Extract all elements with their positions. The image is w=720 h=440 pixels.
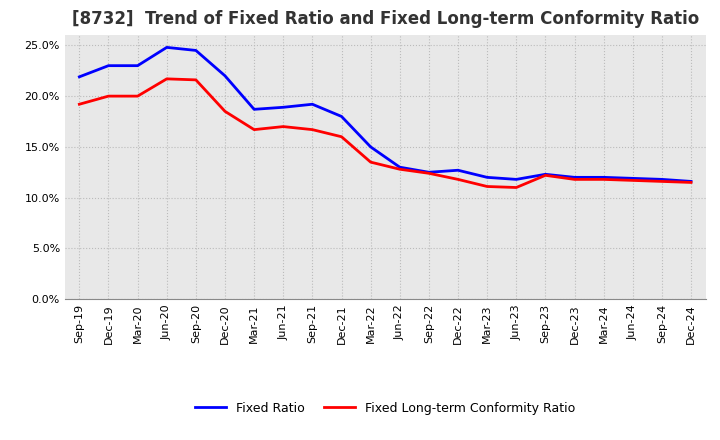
Fixed Ratio xyxy=(657,177,666,182)
Fixed Long-term Conformity Ratio xyxy=(570,177,579,182)
Fixed Long-term Conformity Ratio xyxy=(279,124,287,129)
Fixed Ratio xyxy=(687,179,696,184)
Fixed Ratio xyxy=(192,48,200,53)
Fixed Ratio xyxy=(570,175,579,180)
Fixed Ratio xyxy=(220,73,229,78)
Legend: Fixed Ratio, Fixed Long-term Conformity Ratio: Fixed Ratio, Fixed Long-term Conformity … xyxy=(190,397,580,420)
Fixed Ratio xyxy=(366,144,375,150)
Fixed Long-term Conformity Ratio xyxy=(395,167,404,172)
Fixed Ratio xyxy=(512,177,521,182)
Fixed Long-term Conformity Ratio xyxy=(657,179,666,184)
Fixed Long-term Conformity Ratio xyxy=(366,159,375,165)
Fixed Ratio xyxy=(483,175,492,180)
Fixed Ratio xyxy=(308,102,317,107)
Fixed Ratio xyxy=(337,114,346,119)
Fixed Long-term Conformity Ratio xyxy=(308,127,317,132)
Fixed Ratio xyxy=(250,106,258,112)
Fixed Long-term Conformity Ratio xyxy=(512,185,521,190)
Fixed Long-term Conformity Ratio xyxy=(425,171,433,176)
Fixed Ratio xyxy=(133,63,142,68)
Fixed Long-term Conformity Ratio xyxy=(133,93,142,99)
Fixed Ratio xyxy=(629,176,637,181)
Title: [8732]  Trend of Fixed Ratio and Fixed Long-term Conformity Ratio: [8732] Trend of Fixed Ratio and Fixed Lo… xyxy=(71,10,699,28)
Fixed Long-term Conformity Ratio xyxy=(250,127,258,132)
Fixed Long-term Conformity Ratio xyxy=(104,93,113,99)
Fixed Long-term Conformity Ratio xyxy=(483,184,492,189)
Fixed Long-term Conformity Ratio xyxy=(599,177,608,182)
Fixed Ratio xyxy=(541,172,550,177)
Line: Fixed Ratio: Fixed Ratio xyxy=(79,48,691,181)
Fixed Ratio xyxy=(395,165,404,170)
Fixed Ratio xyxy=(163,45,171,50)
Fixed Long-term Conformity Ratio xyxy=(192,77,200,83)
Line: Fixed Long-term Conformity Ratio: Fixed Long-term Conformity Ratio xyxy=(79,79,691,187)
Fixed Long-term Conformity Ratio xyxy=(454,177,462,182)
Fixed Ratio xyxy=(454,168,462,173)
Fixed Long-term Conformity Ratio xyxy=(687,180,696,185)
Fixed Long-term Conformity Ratio xyxy=(163,76,171,81)
Fixed Long-term Conformity Ratio xyxy=(75,102,84,107)
Fixed Long-term Conformity Ratio xyxy=(541,172,550,178)
Fixed Long-term Conformity Ratio xyxy=(337,134,346,139)
Fixed Long-term Conformity Ratio xyxy=(629,178,637,183)
Fixed Ratio xyxy=(425,170,433,175)
Fixed Ratio xyxy=(599,175,608,180)
Fixed Ratio xyxy=(279,105,287,110)
Fixed Long-term Conformity Ratio xyxy=(220,109,229,114)
Fixed Ratio xyxy=(75,74,84,80)
Fixed Ratio xyxy=(104,63,113,68)
